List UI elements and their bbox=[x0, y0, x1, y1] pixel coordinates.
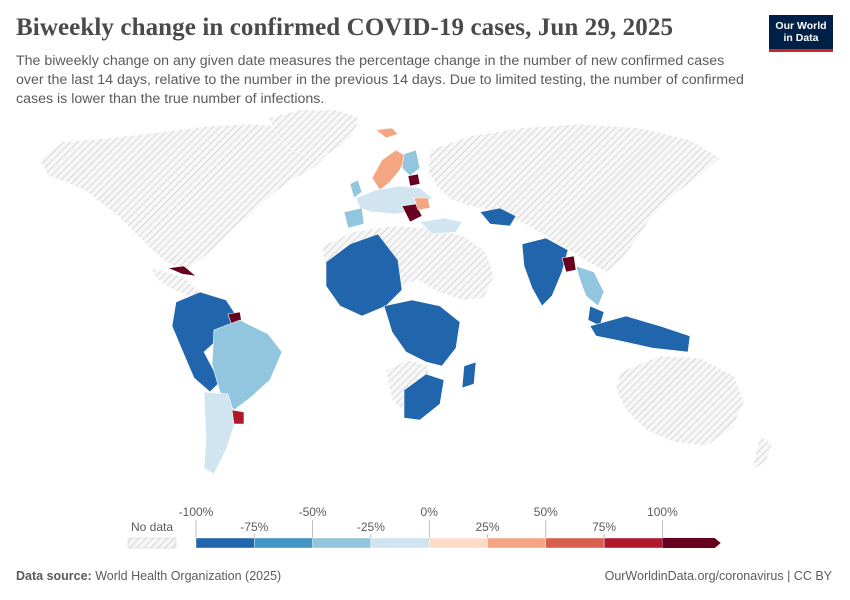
region-central-africa[interactable] bbox=[383, 299, 461, 367]
legend-tick-bottom-3: 75% bbox=[592, 520, 616, 534]
region-madagascar[interactable] bbox=[461, 361, 477, 389]
region-indonesia[interactable] bbox=[589, 315, 691, 353]
legend-tick-top-0: -100% bbox=[179, 505, 214, 519]
no-data-swatch[interactable] bbox=[127, 537, 177, 549]
region-bangladesh[interactable] bbox=[561, 255, 577, 273]
footer-source: Data source: World Health Organization (… bbox=[16, 569, 281, 583]
region-finland[interactable] bbox=[401, 149, 421, 177]
region-uruguay[interactable] bbox=[231, 409, 245, 425]
region-north-south-america[interactable] bbox=[171, 291, 239, 393]
legend-bins bbox=[195, 537, 721, 549]
legend-bin-8[interactable] bbox=[662, 538, 721, 548]
legend-tick-bottom-0: -75% bbox=[240, 520, 268, 534]
owid-logo[interactable]: Our World in Data bbox=[769, 15, 833, 52]
chart-title: Biweekly change in confirmed COVID-19 ca… bbox=[16, 14, 674, 41]
legend-ticks: -100% -50% 0% 50% 100% -75% -25% 25% 75% bbox=[179, 505, 678, 538]
region-india[interactable] bbox=[521, 237, 569, 307]
legend-bin-1[interactable] bbox=[254, 537, 313, 549]
region-baltic[interactable] bbox=[407, 173, 421, 187]
legend-bin-4[interactable] bbox=[429, 537, 488, 549]
logo-line-2: in Data bbox=[783, 32, 819, 44]
legend-tick-top-3: 50% bbox=[534, 505, 558, 519]
region-australia[interactable] bbox=[615, 355, 745, 447]
color-legend[interactable]: No data -100% -50% 0% 50% 100% -75% -25% 25% 75% bbox=[0, 500, 850, 560]
region-nz[interactable] bbox=[751, 435, 773, 471]
region-romania[interactable] bbox=[413, 197, 431, 211]
footer-url[interactable]: OurWorldinData.org/coronavirus | CC BY bbox=[604, 569, 832, 583]
legend-bin-6[interactable] bbox=[545, 537, 605, 549]
region-russia-asia[interactable] bbox=[427, 123, 721, 273]
legend-bin-0[interactable] bbox=[195, 537, 255, 549]
legend-tick-top-4: 100% bbox=[647, 505, 678, 519]
region-turkey[interactable] bbox=[419, 217, 463, 235]
legend-bin-3[interactable] bbox=[370, 537, 430, 549]
source-label: Data source: bbox=[16, 569, 92, 583]
legend-bin-2[interactable] bbox=[312, 537, 372, 549]
world-map[interactable] bbox=[0, 110, 850, 500]
logo-line-1: Our World bbox=[775, 20, 827, 32]
region-greenland[interactable] bbox=[267, 110, 361, 159]
region-myanmar-thailand[interactable] bbox=[575, 265, 605, 307]
region-brazil[interactable] bbox=[211, 319, 283, 411]
chart-subtitle: The biweekly change on any given date me… bbox=[16, 53, 744, 107]
legend-tick-top-1: -50% bbox=[299, 505, 327, 519]
legend-tick-bottom-2: 25% bbox=[475, 520, 499, 534]
legend-bin-7[interactable] bbox=[603, 537, 663, 549]
region-north-america[interactable] bbox=[39, 123, 331, 271]
region-scandinavia[interactable] bbox=[371, 149, 407, 191]
region-uk[interactable] bbox=[349, 179, 363, 199]
region-cuba[interactable] bbox=[167, 265, 197, 277]
legend-tick-bottom-1: -25% bbox=[357, 520, 385, 534]
region-iceland[interactable] bbox=[375, 127, 399, 139]
legend-bin-5[interactable] bbox=[487, 537, 546, 549]
no-data-label: No data bbox=[131, 520, 173, 534]
region-argentina[interactable] bbox=[203, 391, 237, 475]
region-central-asia[interactable] bbox=[479, 207, 517, 227]
region-balkans[interactable] bbox=[401, 203, 423, 223]
region-south-africa[interactable] bbox=[403, 373, 445, 421]
region-west-africa[interactable] bbox=[325, 233, 403, 317]
source-value[interactable]: World Health Organization (2025) bbox=[95, 569, 282, 583]
legend-tick-top-2: 0% bbox=[421, 505, 439, 519]
region-iberia[interactable] bbox=[343, 207, 365, 229]
